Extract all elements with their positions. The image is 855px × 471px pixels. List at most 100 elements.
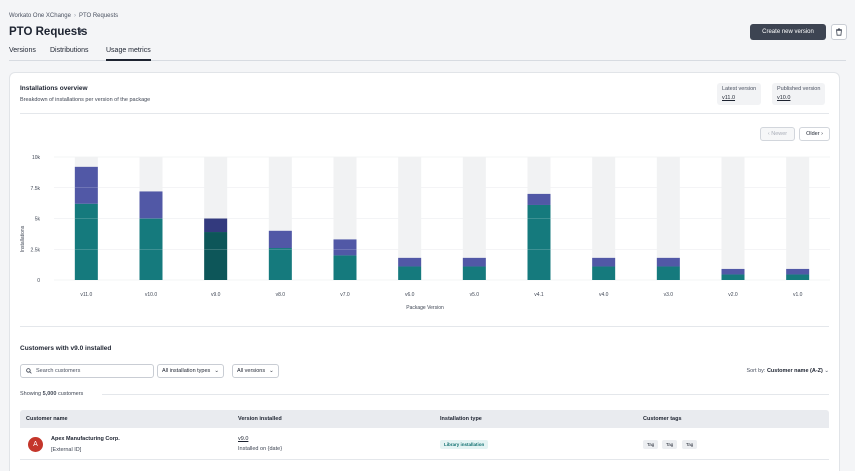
bar-segment[interactable]: [74, 166, 98, 204]
chevron-down-icon: ⌄: [269, 368, 274, 374]
bar-segment[interactable]: [398, 257, 422, 267]
x-tick-label: v10.0: [145, 292, 157, 298]
y-tick-label: 10k: [32, 155, 41, 161]
customer-tag: Tag: [682, 440, 698, 449]
pencil-icon[interactable]: [77, 28, 84, 37]
installation-type-select[interactable]: All installation types ⌄: [157, 364, 224, 378]
newer-button[interactable]: ‹ Newer: [760, 127, 795, 141]
bar-segment[interactable]: [268, 230, 292, 249]
overview-divider: [20, 113, 829, 114]
breadcrumb-current: PTO Requests: [78, 13, 119, 19]
x-tick-label: v6.0: [405, 292, 415, 298]
column-customer-tags[interactable]: Customer tags: [643, 416, 682, 422]
column-customer-name[interactable]: Customer name: [26, 416, 68, 422]
trash-icon: [836, 28, 842, 36]
search-input[interactable]: [36, 368, 146, 374]
breadcrumb-root[interactable]: Workato One XChange: [9, 13, 71, 19]
tab-usage-metrics[interactable]: Usage metrics: [106, 47, 151, 61]
x-tick-label: v11.0: [80, 292, 92, 298]
bar-segment[interactable]: [656, 266, 680, 280]
version-select[interactable]: All versions ⌄: [232, 364, 279, 378]
avatar: A: [28, 437, 43, 452]
published-version-link[interactable]: v10.0: [777, 95, 791, 101]
tab-versions[interactable]: Versions: [9, 47, 36, 54]
x-tick-label: v4.1: [534, 292, 544, 298]
bar-segment[interactable]: [333, 239, 357, 256]
bar-background[interactable]: [786, 157, 810, 280]
x-tick-label: v3.0: [664, 292, 674, 298]
customer-name[interactable]: Apex Manufacturing Corp.: [51, 436, 120, 442]
bar-segment[interactable]: [204, 218, 228, 233]
bar-segment[interactable]: [204, 232, 228, 280]
bar-background[interactable]: [462, 157, 486, 280]
bar-segment[interactable]: [721, 274, 745, 280]
bar-background[interactable]: [398, 157, 422, 280]
breadcrumb-separator: ›: [73, 13, 76, 19]
chevron-down-icon: ⌄: [214, 368, 219, 374]
bar-segment[interactable]: [462, 257, 486, 267]
y-axis-label: Installations: [20, 225, 26, 252]
x-tick-label: v4.0: [599, 292, 609, 298]
table-header: Customer name Version installed Installa…: [20, 410, 829, 428]
bar-segment[interactable]: [527, 193, 551, 205]
older-button[interactable]: Older ›: [799, 127, 830, 141]
search-box[interactable]: [20, 364, 154, 378]
column-version-installed[interactable]: Version installed: [238, 416, 282, 422]
version-select-value: All versions: [237, 368, 266, 374]
chevron-down-icon: ⌄: [824, 368, 829, 374]
installation-type-badge: Library installation: [440, 440, 489, 449]
x-tick-label: v2.0: [728, 292, 738, 298]
customers-title: Customers with v9.0 installed: [20, 345, 112, 352]
bar-segment[interactable]: [333, 255, 357, 280]
customer-tag: Tag: [662, 440, 678, 449]
x-tick-label: v5.0: [470, 292, 480, 298]
column-installation-type[interactable]: Installation type: [440, 416, 482, 422]
bar-segment[interactable]: [527, 204, 551, 280]
tab-bar: Versions Distributions Usage metrics: [9, 47, 846, 61]
chart-divider: [20, 326, 829, 327]
table-row[interactable]: A Apex Manufacturing Corp. [External ID]…: [20, 428, 829, 460]
version-link[interactable]: v9.0: [238, 436, 249, 442]
bar-segment[interactable]: [656, 257, 680, 267]
bar-background[interactable]: [592, 157, 616, 280]
latest-version-box: Latest version v11.0: [717, 83, 762, 105]
results-count: Showing 5,000 customers: [20, 391, 83, 397]
bar-segment[interactable]: [786, 274, 810, 280]
bar-segment[interactable]: [139, 218, 163, 281]
bar-segment[interactable]: [268, 248, 292, 280]
bar-background[interactable]: [656, 157, 680, 280]
bar-segment[interactable]: [592, 257, 616, 267]
x-tick-label: v9.0: [211, 292, 221, 298]
bar-segment[interactable]: [398, 266, 422, 280]
create-new-version-button[interactable]: Create new version: [750, 24, 826, 40]
bar-segment[interactable]: [786, 268, 810, 275]
x-tick-label: v7.0: [340, 292, 350, 298]
y-tick-label: 5k: [35, 217, 41, 223]
bar-background[interactable]: [721, 157, 745, 280]
delete-button[interactable]: [831, 24, 847, 40]
latest-version-link[interactable]: v11.0: [722, 95, 736, 101]
installations-card: Installations overview Breakdown of inst…: [9, 72, 840, 471]
sort-control[interactable]: Sort by: Customer name (A-Z) ⌄: [746, 368, 829, 374]
breadcrumb: Workato One XChange › PTO Requests: [9, 13, 118, 19]
bar-segment[interactable]: [139, 191, 163, 219]
published-version-box: Published version v10.0: [772, 83, 826, 105]
bar-segment[interactable]: [74, 203, 98, 280]
results-divider: [102, 394, 829, 395]
page-title: PTO Requests: [9, 26, 88, 38]
installations-chart: 0 2.5k 5k 7.5k 10k v11.0 v10.0 v9.0 v8.0 v7.0 v6.0…: [20, 155, 830, 311]
x-tick-label: v8.0: [276, 292, 286, 298]
results-prefix: Showing: [20, 391, 42, 397]
installed-date: Installed on {date}: [238, 446, 283, 452]
bar-segment[interactable]: [592, 266, 616, 280]
sort-label: Sort by:: [746, 368, 766, 374]
published-version-label: Published version: [777, 86, 821, 92]
bar-segment[interactable]: [462, 266, 486, 280]
customer-tag: Tag: [643, 440, 659, 449]
results-suffix: customers: [57, 391, 84, 397]
bar-segment[interactable]: [721, 268, 745, 275]
tab-distributions[interactable]: Distributions: [50, 47, 89, 54]
y-tick-label: 7.5k: [31, 186, 41, 192]
sort-value: Customer name (A-Z): [766, 368, 823, 374]
y-tick-label: 0: [37, 278, 40, 284]
